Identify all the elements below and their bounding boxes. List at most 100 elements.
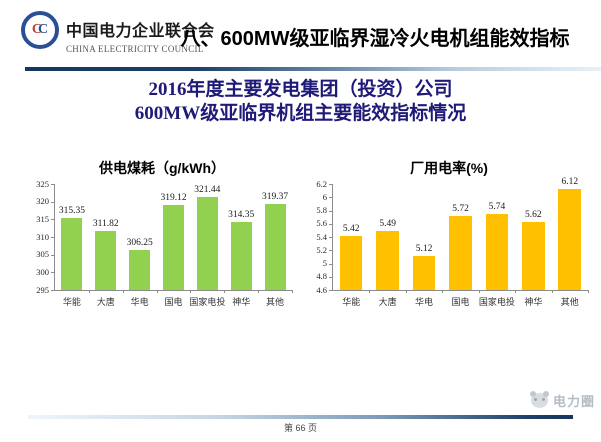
emblem-letter: C xyxy=(31,22,42,37)
x-axis-tick-mark xyxy=(588,290,589,293)
y-axis-tick-mark xyxy=(51,290,55,291)
y-axis-tick-mark xyxy=(329,290,333,291)
panda-eye-icon xyxy=(533,398,537,401)
slide-title: 八、600MW级亚临界湿冷火电机组能效指标 xyxy=(180,28,570,50)
org-name-cn: 中国电力企业联合会 xyxy=(66,23,215,40)
y-axis-tick-label: 4.8 xyxy=(316,271,327,282)
x-axis-category-label: 国电 xyxy=(451,297,470,307)
bar xyxy=(129,250,151,290)
x-axis-tick-mark xyxy=(156,290,158,293)
y-axis-tick-mark xyxy=(329,184,333,185)
y-axis-tick-mark xyxy=(329,237,333,238)
bar-value-label: 314.35 xyxy=(228,209,255,220)
y-axis-tick-label: 310 xyxy=(36,231,49,242)
emblem-letter: C xyxy=(38,22,49,37)
x-axis-category-label: 其他 xyxy=(560,297,579,307)
x-axis-tick-mark xyxy=(122,290,124,293)
bar xyxy=(163,204,184,290)
footer-divider xyxy=(28,415,573,419)
y-axis-tick-label: 4.6 xyxy=(316,284,327,295)
logo-text: 中国电力企业联合会 CHINA ELECTRICITY COUNCIL xyxy=(66,11,215,54)
y-axis-tick-mark xyxy=(51,184,55,185)
x-axis-tick-mark xyxy=(551,290,553,293)
bar-value-label: 321.44 xyxy=(194,184,221,195)
x-axis-category-label: 华电 xyxy=(415,297,434,307)
y-axis-tick-label: 320 xyxy=(36,196,49,207)
x-axis-category-label: 大唐 xyxy=(96,297,115,307)
cec-emblem-icon: C C xyxy=(21,11,59,49)
y-axis-tick-label: 305 xyxy=(36,249,49,260)
y-axis-tick-mark xyxy=(329,250,333,252)
y-axis-tick-mark xyxy=(329,197,333,199)
bar-value-label: 5.12 xyxy=(415,243,433,254)
bar xyxy=(376,231,399,290)
panda-ear-icon xyxy=(529,391,536,397)
y-axis-tick-label: 315 xyxy=(36,213,49,224)
slide-subtitle: 2016年度主要发电集团（投资）公司 600MW级亚临界机组主要能效指标情况 xyxy=(0,78,601,126)
y-axis-tick-label: 5.4 xyxy=(316,231,327,242)
bar xyxy=(449,215,472,290)
x-axis-tick-mark xyxy=(88,290,90,293)
plot-area: 5.42 华能 5.49 大唐 5.12 华电 5.72 国电 5.74 国家电投 5.62 神华 6.… xyxy=(329,177,589,307)
bar xyxy=(230,221,252,290)
bar-value-label: 311.82 xyxy=(92,218,119,229)
bar-value-label: 6.12 xyxy=(561,177,579,188)
header-divider xyxy=(25,67,601,71)
coal-consumption-chart: 供电煤耗（g/kWh） 315.35 华能 311.82 大唐 306.25 华电 319.… xyxy=(24,152,300,322)
subtitle-line-2: 600MW级亚临界机组主要能效指标情况 xyxy=(134,103,467,124)
watermark-text: 电力圈 xyxy=(552,394,595,409)
bar xyxy=(61,218,83,290)
x-axis-category-label: 神华 xyxy=(524,297,543,307)
bar xyxy=(95,230,117,290)
plot-area: 315.35 华能 311.82 大唐 306.25 华电 319.12 国电 321.44 国家… xyxy=(51,184,293,307)
y-axis-tick-mark xyxy=(329,210,333,212)
watermark: 电力圈 xyxy=(529,391,595,410)
bar-value-label: 319.12 xyxy=(160,192,187,203)
cec-logo: C C 中国电力企业联合会 CHINA ELECTRICITY COUNCIL xyxy=(21,11,215,54)
y-axis-tick-mark xyxy=(51,272,55,274)
x-axis-tick-mark xyxy=(190,290,192,293)
y-axis-tick-label: 5 xyxy=(322,258,327,268)
x-axis-tick-mark xyxy=(405,290,407,293)
x-axis-category-label: 华电 xyxy=(130,297,149,307)
bar xyxy=(339,235,363,290)
bar xyxy=(412,255,436,290)
org-name-en: CHINA ELECTRICITY COUNCIL xyxy=(66,44,204,54)
bar xyxy=(558,189,582,290)
bar-value-label: 5.62 xyxy=(525,210,542,221)
x-axis-category-label: 国家电投 xyxy=(478,297,515,307)
bar xyxy=(264,203,286,290)
x-axis-tick-mark xyxy=(258,290,260,293)
auxiliary-power-chart: 厂用电率(%) 5.42 华能 5.49 大唐 5.12 华电 5.72 国电 5.74 国家电投… xyxy=(302,152,596,322)
x-axis-tick-mark xyxy=(478,290,480,293)
bar-value-label: 5.74 xyxy=(488,202,506,213)
chart-title: 供电煤耗（g/kWh） xyxy=(99,160,225,176)
x-axis-tick-mark xyxy=(515,290,517,293)
y-axis-tick-mark xyxy=(51,237,55,238)
y-axis-tick-label: 325 xyxy=(36,178,49,189)
x-axis-tick-mark xyxy=(224,290,226,293)
y-axis-tick-label: 6.2 xyxy=(316,178,327,189)
x-axis-tick-mark xyxy=(442,290,444,293)
x-axis-tick-mark xyxy=(292,290,293,293)
y-axis-tick-mark xyxy=(51,254,55,256)
x-axis-category-label: 华能 xyxy=(62,297,81,307)
panda-ear-icon xyxy=(542,391,549,397)
x-axis-category-label: 国电 xyxy=(164,297,183,307)
bar-value-label: 5.42 xyxy=(342,223,360,234)
x-axis-category-label: 国家电投 xyxy=(189,297,226,307)
y-axis-tick-label: 5.8 xyxy=(316,205,327,215)
y-axis-tick-label: 6 xyxy=(322,191,327,202)
chart-plot: 5.42 华能 5.49 大唐 5.12 华电 5.72 国电 5.74 国家电投 5.62 神华 6.… xyxy=(302,177,596,316)
bar xyxy=(485,214,509,290)
x-axis-category-label: 其他 xyxy=(266,297,285,307)
bar-value-label: 319.37 xyxy=(262,191,289,202)
bar xyxy=(522,222,545,290)
bar-value-label: 306.25 xyxy=(126,238,153,249)
bar-value-label: 5.72 xyxy=(452,203,469,214)
y-axis-tick-mark xyxy=(329,223,333,225)
chart-title: 厂用电率(%) xyxy=(410,160,488,176)
panda-logo-icon xyxy=(529,391,549,408)
x-axis-tick-mark xyxy=(369,290,371,293)
